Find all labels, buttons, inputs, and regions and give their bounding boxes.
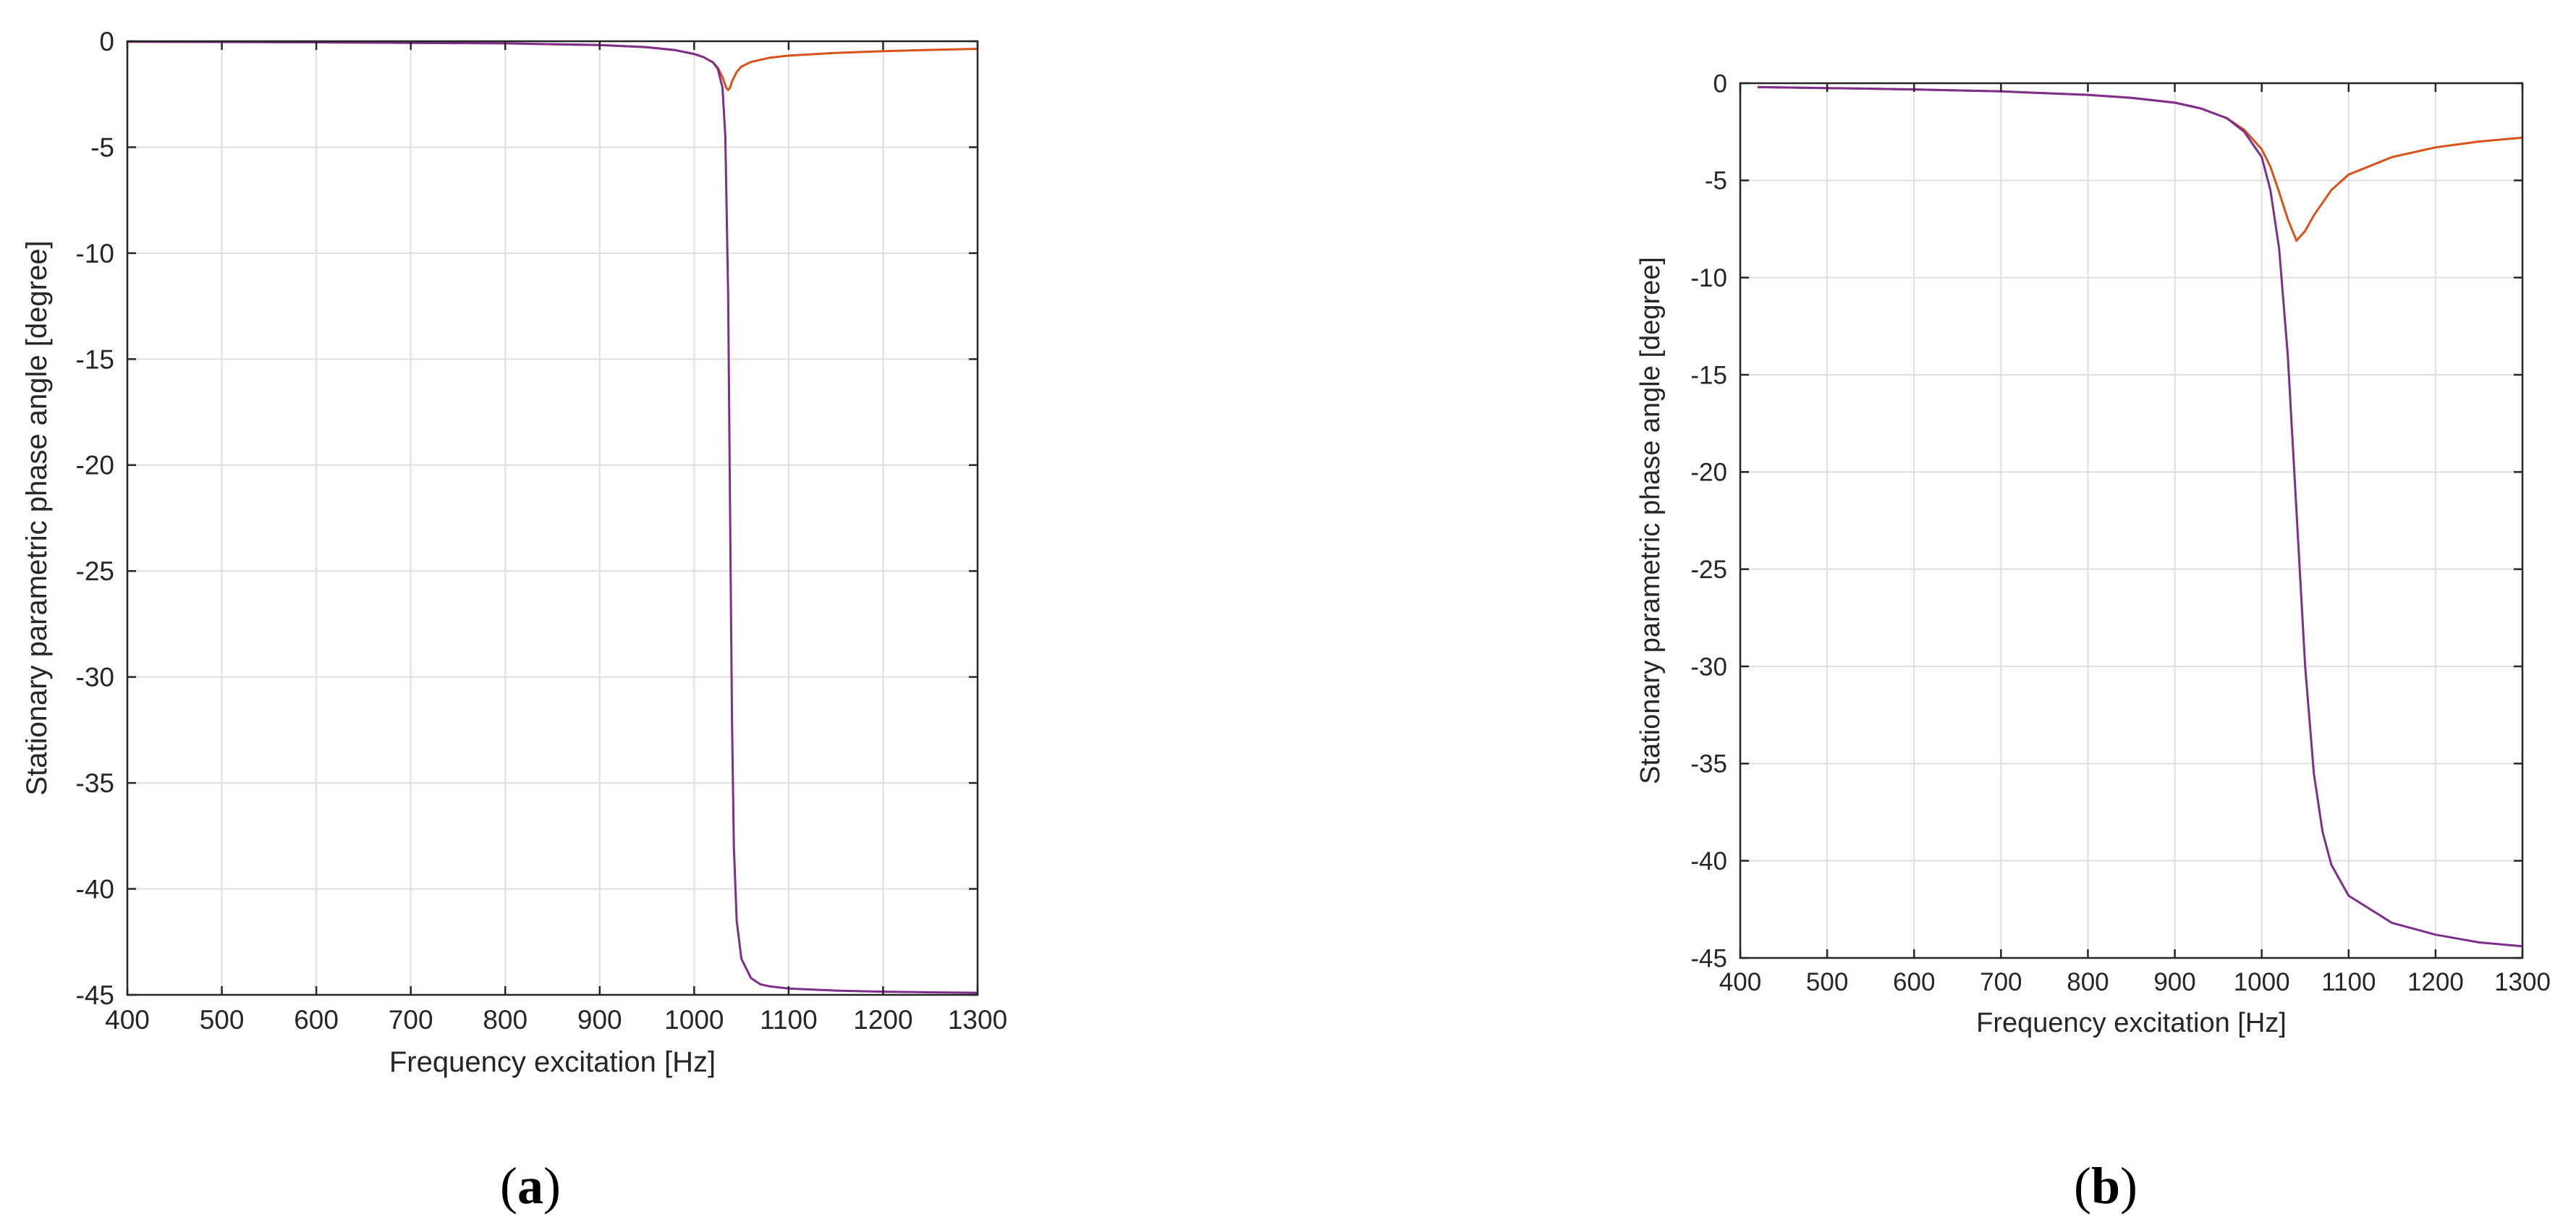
y-tick-label: -40 xyxy=(1690,847,1727,875)
y-tick-label: 0 xyxy=(1713,69,1727,98)
panel-label: (a) xyxy=(500,1157,561,1215)
x-tick-label: 1000 xyxy=(664,1005,724,1035)
panel-label-letter: b xyxy=(2091,1157,2120,1215)
x-axis-label: Frequency excitation [Hz] xyxy=(389,1046,716,1078)
y-tick-label: -40 xyxy=(76,875,114,904)
x-tick-label: 600 xyxy=(294,1005,339,1035)
y-axis-label: Stationary parametric phase angle [degre… xyxy=(1635,257,1666,784)
y-tick-label: -10 xyxy=(76,239,114,268)
x-tick-label: 500 xyxy=(200,1005,245,1035)
y-tick-label: -30 xyxy=(76,663,114,692)
axes-box xyxy=(126,40,979,996)
y-tick-label: -35 xyxy=(76,768,114,798)
y-axis-label: Stationary parametric phase angle [degre… xyxy=(21,240,53,795)
y-tick-label: -30 xyxy=(1690,653,1727,681)
axes-box xyxy=(1739,82,2524,959)
y-tick-label: -15 xyxy=(76,344,114,374)
x-tick-label: 400 xyxy=(105,1005,150,1035)
y-tick-label: -10 xyxy=(1690,264,1727,292)
panel-label: (b) xyxy=(2074,1157,2138,1215)
y-tick-label: 0 xyxy=(99,27,114,56)
y-tick-label: -15 xyxy=(1690,361,1727,389)
series-line-2 xyxy=(127,41,978,994)
x-tick-label: 1100 xyxy=(760,1005,818,1035)
x-tick-label: 1300 xyxy=(2494,968,2551,996)
y-tick-label: -20 xyxy=(76,451,114,480)
x-tick-label: 1100 xyxy=(2321,968,2376,996)
panel-label-letter: a xyxy=(517,1157,543,1215)
y-tick-label: -45 xyxy=(1690,944,1727,972)
y-tick-label: -25 xyxy=(1690,556,1727,584)
x-tick-label: 1300 xyxy=(948,1005,1007,1035)
x-tick-label: 900 xyxy=(577,1005,622,1035)
x-tick-label: 500 xyxy=(1806,968,1848,996)
x-tick-label: 1200 xyxy=(2407,968,2464,996)
x-tick-label: 700 xyxy=(1980,968,2022,996)
y-tick-label: -25 xyxy=(76,556,114,586)
x-tick-label: 1000 xyxy=(2234,968,2290,996)
x-tick-label: 1200 xyxy=(853,1005,912,1035)
y-tick-label: -20 xyxy=(1690,459,1727,487)
chart-a: 400 500 600 700 800 900 1000 1100 1200 1300 0 -5 -10… xyxy=(21,27,1007,1215)
x-tick-label: 800 xyxy=(2067,968,2109,996)
y-tick-label: -5 xyxy=(90,132,114,162)
x-tick-label: 700 xyxy=(389,1005,433,1035)
y-tick-label: -35 xyxy=(1690,750,1727,779)
y-tick-label: -45 xyxy=(76,980,114,1010)
x-tick-label: 800 xyxy=(483,1005,528,1035)
series-line-1 xyxy=(1757,85,2523,242)
x-tick-label: 600 xyxy=(1893,968,1935,996)
series-line-1 xyxy=(127,41,978,91)
x-tick-label: 900 xyxy=(2153,968,2195,996)
x-tick-label: 400 xyxy=(1719,968,1761,996)
chart-b: 400 500 600 700 800 900 1000 1100 1200 1300 0 -5 -10… xyxy=(1635,69,2551,1215)
series-line-2 xyxy=(1757,85,2523,948)
y-tick-label: -5 xyxy=(1705,167,1727,195)
x-axis-label: Frequency excitation [Hz] xyxy=(1976,1008,2287,1038)
